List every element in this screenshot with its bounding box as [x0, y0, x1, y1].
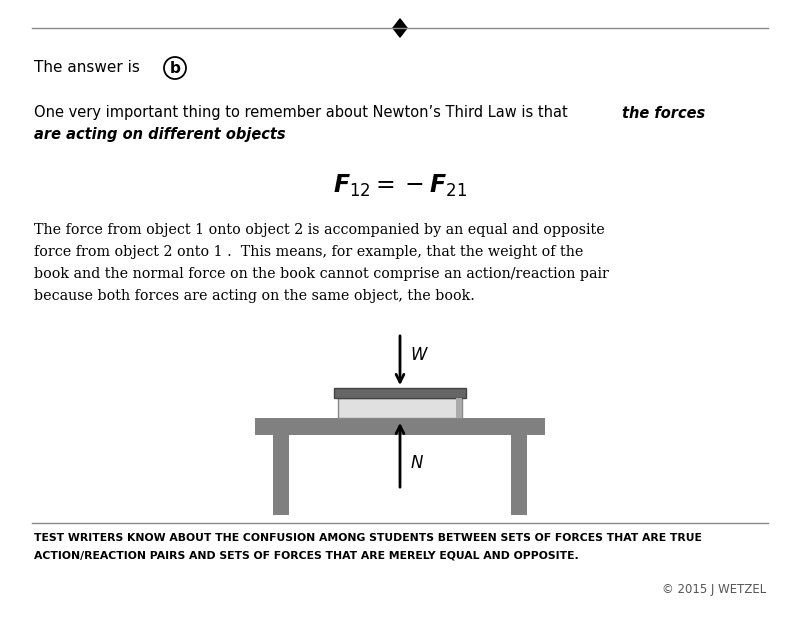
Text: TEST WRITERS KNOW ABOUT THE CONFUSION AMONG STUDENTS BETWEEN SETS OF FORCES THAT: TEST WRITERS KNOW ABOUT THE CONFUSION AM… [34, 533, 702, 543]
Text: force from object 2 onto 1 .  This means, for example, that the weight of the: force from object 2 onto 1 . This means,… [34, 245, 583, 259]
Text: The force from object 1 onto object 2 is accompanied by an equal and opposite: The force from object 1 onto object 2 is… [34, 223, 605, 237]
Text: are acting on different objects: are acting on different objects [34, 128, 286, 143]
Bar [334, 388, 466, 398]
Text: the forces: the forces [622, 106, 706, 120]
Bar [456, 398, 462, 418]
Text: $\mathit{W}$: $\mathit{W}$ [410, 347, 429, 365]
Bar [273, 435, 289, 515]
Text: ACTION/REACTION PAIRS AND SETS OF FORCES THAT ARE MERELY EQUAL AND OPPOSITE.: ACTION/REACTION PAIRS AND SETS OF FORCES… [34, 550, 578, 560]
Text: .: . [251, 128, 256, 143]
Text: $\mathit{N}$: $\mathit{N}$ [410, 454, 424, 472]
Bar [255, 418, 545, 435]
Text: book and the normal force on the book cannot comprise an action/reaction pair: book and the normal force on the book ca… [34, 267, 609, 281]
Text: $\mathbf{b}$: $\mathbf{b}$ [169, 60, 181, 76]
Text: © 2015 J WETZEL: © 2015 J WETZEL [662, 584, 766, 597]
Polygon shape [393, 19, 407, 37]
Text: because both forces are acting on the same object, the book.: because both forces are acting on the sa… [34, 289, 475, 303]
Bar [338, 398, 462, 418]
Text: The answer is: The answer is [34, 60, 140, 75]
Text: One very important thing to remember about Newton’s Third Law is that: One very important thing to remember abo… [34, 106, 572, 120]
Bar [511, 435, 527, 515]
Text: $\boldsymbol{F}_{12} = -\boldsymbol{F}_{21}$: $\boldsymbol{F}_{12} = -\boldsymbol{F}_{… [333, 173, 467, 199]
